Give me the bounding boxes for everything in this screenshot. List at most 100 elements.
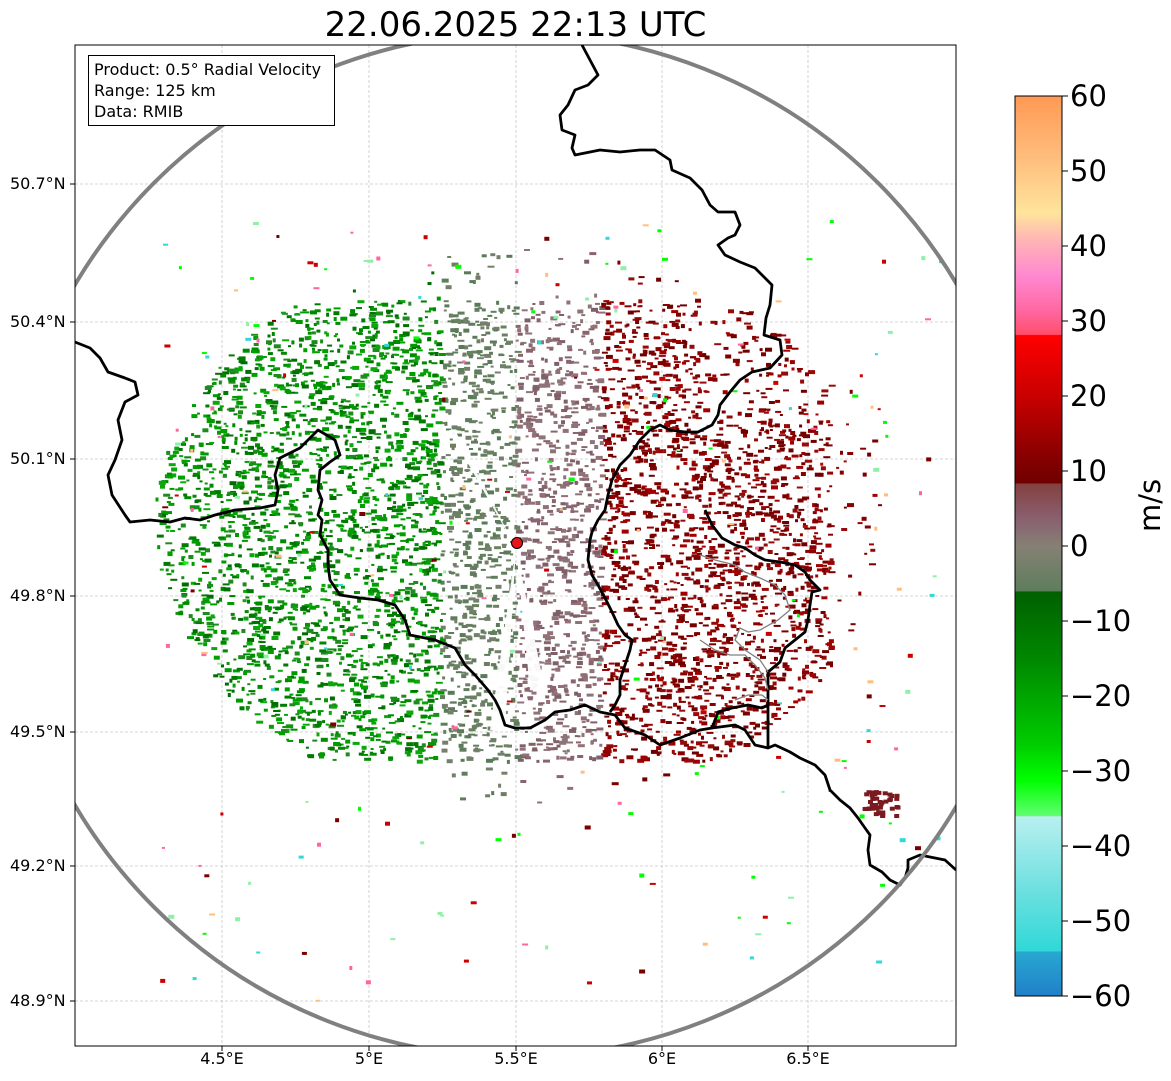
echo-pixel [621, 479, 627, 482]
echo-pixel [722, 493, 728, 497]
echo-pixel [709, 757, 713, 762]
echo-pixel [630, 697, 636, 700]
echo-pixel [817, 516, 822, 521]
echo-pixel [490, 575, 498, 579]
echo-pixel [658, 501, 662, 504]
echo-pixel [625, 598, 630, 600]
echo-pixel [492, 343, 496, 347]
echo-pixel [281, 728, 287, 733]
echo-pixel [402, 485, 407, 489]
echo-pixel [425, 506, 429, 510]
echo-pixel [420, 721, 426, 724]
echo-pixel [812, 608, 819, 611]
echo-pixel [648, 703, 653, 707]
echo-pixel [392, 407, 396, 410]
echo-pixel [288, 391, 295, 394]
echo-pixel [795, 519, 798, 523]
echo-pixel [817, 635, 824, 637]
echo-pixel [391, 554, 398, 559]
echo-pixel [683, 360, 690, 363]
echo-pixel [784, 666, 789, 671]
echo-pixel [616, 405, 621, 409]
echo-pixel [327, 747, 332, 750]
echo-pixel [487, 490, 494, 495]
echo-pixel [681, 609, 685, 612]
echo-pixel [406, 636, 410, 640]
echo-pixel [634, 597, 638, 601]
echo-pixel [429, 714, 435, 717]
echo-pixel [260, 567, 266, 571]
echo-pixel [314, 309, 321, 313]
echo-pixel [660, 719, 666, 724]
echo-pixel [391, 599, 396, 604]
echo-pixel [621, 541, 628, 543]
echo-pixel [451, 470, 455, 474]
echo-pixel [210, 614, 215, 619]
echo-pixel [267, 464, 274, 468]
echo-pixel [428, 360, 432, 364]
echo-pixel [695, 567, 703, 572]
echo-pixel [372, 393, 376, 396]
echo-pixel [585, 684, 592, 689]
echo-pixel [355, 403, 359, 407]
echo-pixel [579, 615, 587, 618]
echo-pixel [222, 440, 226, 444]
echo-pixel [288, 559, 293, 562]
echo-pixel [604, 441, 612, 445]
echo-pixel [319, 483, 322, 486]
echo-pixel [544, 409, 551, 413]
echo-pixel [515, 650, 523, 654]
echo-pixel [192, 465, 200, 470]
echo-pixel [223, 422, 227, 425]
echo-pixel [679, 544, 687, 548]
echo-pixel [356, 307, 362, 309]
echo-pixel [222, 583, 230, 586]
echo-pixel [282, 602, 288, 606]
echo-pixel [562, 750, 567, 753]
echo-pixel [410, 343, 418, 348]
echo-pixel [302, 723, 310, 726]
echo-pixel [714, 512, 718, 515]
echo-pixel [602, 389, 607, 394]
echo-pixel [596, 426, 603, 430]
echo-pixel [586, 719, 590, 723]
echo-pixel [458, 698, 466, 701]
echo-pixel [644, 723, 648, 726]
echo-pixel [675, 625, 679, 630]
echo-pixel [382, 727, 386, 730]
echo-pixel [214, 425, 217, 428]
echo-pixel [517, 406, 522, 411]
echo-pixel [683, 539, 690, 543]
echo-pixel [776, 449, 781, 453]
echo-pixel [477, 722, 482, 727]
echo-pixel [564, 619, 571, 624]
echo-pixel [774, 699, 777, 703]
echo-pixel [731, 476, 735, 479]
echo-pixel [683, 461, 688, 465]
echo-pixel [737, 411, 742, 416]
echo-pixel [612, 524, 616, 528]
echo-pixel [562, 535, 569, 540]
echo-pixel [663, 736, 668, 741]
echo-pixel [615, 321, 622, 324]
echo-pixel [514, 462, 521, 465]
echo-pixel [251, 347, 259, 352]
echo-pixel [547, 547, 552, 551]
echo-pixel [682, 446, 689, 449]
echo-pixel [306, 566, 312, 570]
echo-pixel [654, 588, 659, 593]
echo-pixel [243, 653, 251, 656]
echo-pixel [521, 712, 526, 715]
echo-pixel [406, 452, 414, 456]
echo-pixel [442, 676, 446, 680]
echo-pixel [316, 463, 320, 465]
echo-pixel [237, 680, 240, 683]
echo-pixel [805, 562, 812, 565]
echo-pixel [481, 479, 486, 482]
echo-pixel [386, 731, 393, 734]
echo-pixel [204, 558, 212, 563]
echo-pixel [396, 532, 400, 535]
echo-pixel [310, 401, 316, 406]
echo-pixel [290, 716, 296, 721]
echo-pixel [680, 433, 687, 436]
